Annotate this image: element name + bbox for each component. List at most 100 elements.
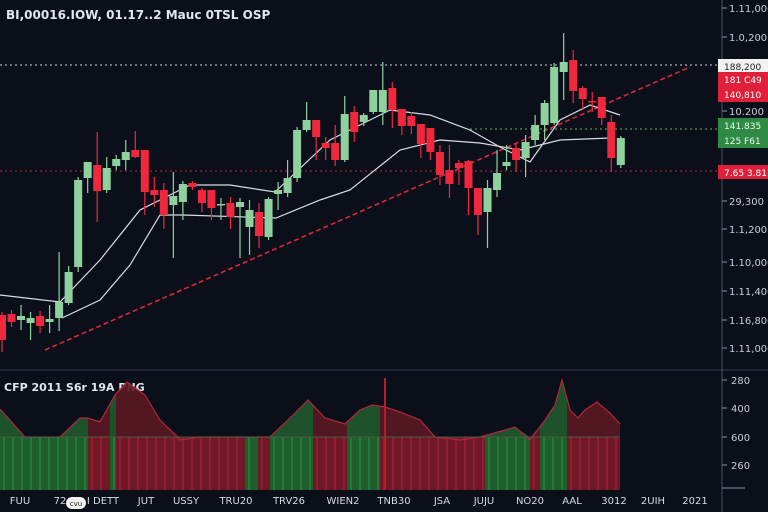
- time-label: JSA: [433, 496, 450, 507]
- time-label: TNB30: [376, 496, 410, 507]
- candle: [454, 160, 463, 185]
- candle-body: [293, 130, 302, 178]
- time-label: 2021: [682, 496, 707, 507]
- candle-body: [531, 125, 540, 140]
- price-tag-label: 188,200: [724, 63, 761, 73]
- time-badge-label: cvu: [70, 500, 82, 508]
- candle-body: [121, 152, 130, 160]
- candle-body: [150, 190, 159, 195]
- time-label: 72: [54, 496, 67, 507]
- candle: [321, 137, 330, 160]
- candle: [169, 172, 178, 258]
- candle-body: [188, 183, 197, 187]
- candle: [512, 143, 521, 172]
- candle-body: [245, 210, 254, 227]
- candle-body: [454, 163, 463, 168]
- oscillator-area-green: [270, 400, 313, 437]
- oscillator-area-red: [88, 404, 110, 437]
- candle: [388, 82, 397, 128]
- candle: [474, 188, 482, 235]
- candle-body: [178, 184, 187, 202]
- osc-tick-label: 280: [731, 376, 750, 387]
- candle: [55, 252, 64, 331]
- time-label: 3012: [601, 496, 626, 507]
- candle-body: [607, 122, 616, 158]
- candle: [550, 63, 559, 125]
- oscillator-line: [0, 377, 621, 441]
- price-tag-green: [718, 118, 768, 148]
- candle-body: [378, 90, 387, 112]
- osc-tick-label: 600: [731, 433, 750, 444]
- candle: [445, 145, 454, 198]
- time-label: TRV26: [272, 496, 305, 507]
- oscillator-title: CFP 2011 S6r 19A PNG: [4, 381, 145, 394]
- candle-body: [321, 143, 330, 148]
- candle-body: [350, 112, 359, 132]
- candle-body: [312, 120, 321, 137]
- candle-body: [369, 90, 378, 112]
- candle-body: [331, 143, 340, 160]
- candle-body: [416, 124, 425, 144]
- candle-body: [169, 196, 178, 205]
- oscillator-area-green: [110, 393, 116, 437]
- candle: [302, 102, 311, 132]
- candle-body: [0, 315, 6, 340]
- candle-body: [388, 88, 397, 110]
- candle: [369, 90, 378, 114]
- candle-body: [226, 203, 235, 217]
- candle-body: [521, 142, 530, 158]
- candle-body: [540, 103, 549, 125]
- candle: [493, 150, 502, 197]
- candle: [207, 190, 216, 220]
- candle-body: [397, 109, 406, 126]
- candle-body: [474, 188, 482, 215]
- candle-body: [17, 316, 26, 320]
- candle: [435, 145, 444, 185]
- candle-body: [93, 165, 102, 191]
- histogram-segment-red: [116, 437, 245, 490]
- candle-body: [83, 162, 92, 178]
- time-label: WIEN2: [327, 496, 360, 507]
- candle: [93, 132, 102, 222]
- candle: [340, 96, 349, 162]
- candle-body: [7, 314, 16, 322]
- candle-body: [483, 188, 492, 212]
- price-tag-label: 141.835: [724, 122, 761, 132]
- candle: [197, 188, 206, 212]
- price-tick-label: 1.10,000: [729, 258, 768, 269]
- candle: [350, 106, 359, 142]
- candle-body: [64, 272, 73, 303]
- candle-body: [445, 170, 454, 184]
- candle: [74, 177, 83, 272]
- candle: [521, 135, 530, 177]
- oscillator-area-red: [313, 405, 347, 437]
- price-tick-label: 29,300: [729, 197, 764, 208]
- candle-body: [464, 161, 473, 188]
- candle-body: [493, 173, 502, 190]
- candle-body: [502, 162, 511, 166]
- price-tick-label: 1.11,000: [729, 344, 768, 355]
- price-tick-label: 1.16,800: [729, 316, 768, 327]
- candle: [150, 177, 159, 207]
- oscillator-area-red: [567, 398, 620, 437]
- candle-body: [264, 199, 273, 237]
- candle-body: [74, 180, 83, 267]
- price-tag-white: [718, 59, 768, 73]
- candle: [255, 203, 264, 248]
- candle: [597, 97, 606, 125]
- candle-body: [140, 150, 149, 192]
- oscillator-area-green: [347, 405, 380, 437]
- price-tick-label: 1.11,000: [729, 4, 768, 15]
- candle: [102, 157, 111, 193]
- candle-body: [550, 67, 559, 123]
- candle-body: [588, 101, 597, 103]
- time-label: JUT: [137, 496, 155, 507]
- candle-body: [207, 190, 216, 208]
- histogram-segment-red: [313, 437, 347, 490]
- price-tag-label: 7.65 3.81: [724, 169, 767, 179]
- oscillator-area-green: [485, 427, 530, 437]
- candle-body: [283, 178, 292, 193]
- candle: [188, 181, 197, 190]
- price-tick-label: 10.200: [729, 107, 764, 118]
